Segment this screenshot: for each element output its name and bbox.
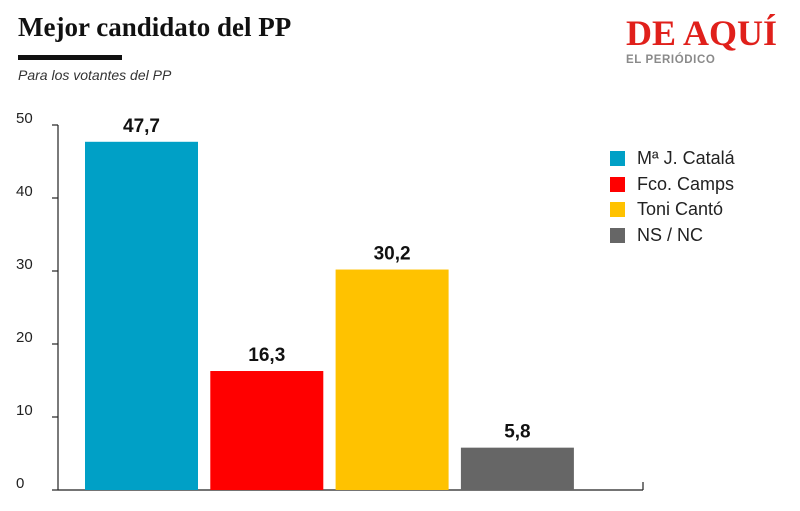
bar-value-label: 47,7 xyxy=(123,116,160,137)
y-tick-label: 40 xyxy=(16,183,33,200)
brand-logo: DE AQUÍ EL PERIÓDICO xyxy=(626,14,786,66)
brand-subtitle: EL PERIÓDICO xyxy=(626,54,716,66)
legend-swatch xyxy=(610,151,625,167)
chart-subtitle: Para los votantes del PP xyxy=(18,67,172,83)
y-tick-label: 50 xyxy=(16,110,33,127)
legend-label: Mª J. Catalá xyxy=(637,148,735,169)
legend-swatch xyxy=(610,227,625,243)
bars xyxy=(85,141,574,491)
bar-2 xyxy=(210,371,324,490)
bar-3 xyxy=(335,269,449,490)
legend-label: NS / NC xyxy=(637,224,704,245)
chart-title: Mejor candidato del PP xyxy=(18,12,292,42)
bar-1 xyxy=(85,141,198,491)
bar-4 xyxy=(460,447,574,490)
legend-item: Fco. Camps xyxy=(610,172,735,198)
bar-value-label: 16,3 xyxy=(248,345,285,366)
legend-swatch xyxy=(610,202,625,218)
legend-label: Fco. Camps xyxy=(637,173,735,194)
brand-name: DE AQUÍ xyxy=(626,13,778,53)
y-tick-label: 30 xyxy=(16,256,33,273)
legend-item: NS / NC xyxy=(610,223,735,249)
bar-value-label: 30,2 xyxy=(374,244,411,265)
y-tick-label: 0 xyxy=(16,475,24,492)
y-tick-label: 20 xyxy=(16,329,33,346)
value-labels: 47,7 16,3 30,2 5,8 xyxy=(123,116,531,443)
legend-item: Toni Cantó xyxy=(610,197,735,223)
legend-swatch xyxy=(610,176,625,192)
legend: Mª J. Catalá Fco. Camps Toni Cantó NS / NC xyxy=(610,146,735,248)
y-tick-label: 10 xyxy=(16,402,33,419)
legend-label: Toni Cantó xyxy=(637,199,724,220)
title-underline xyxy=(18,55,122,60)
bar-value-label: 5,8 xyxy=(504,422,530,443)
legend-item: Mª J. Catalá xyxy=(610,146,735,172)
